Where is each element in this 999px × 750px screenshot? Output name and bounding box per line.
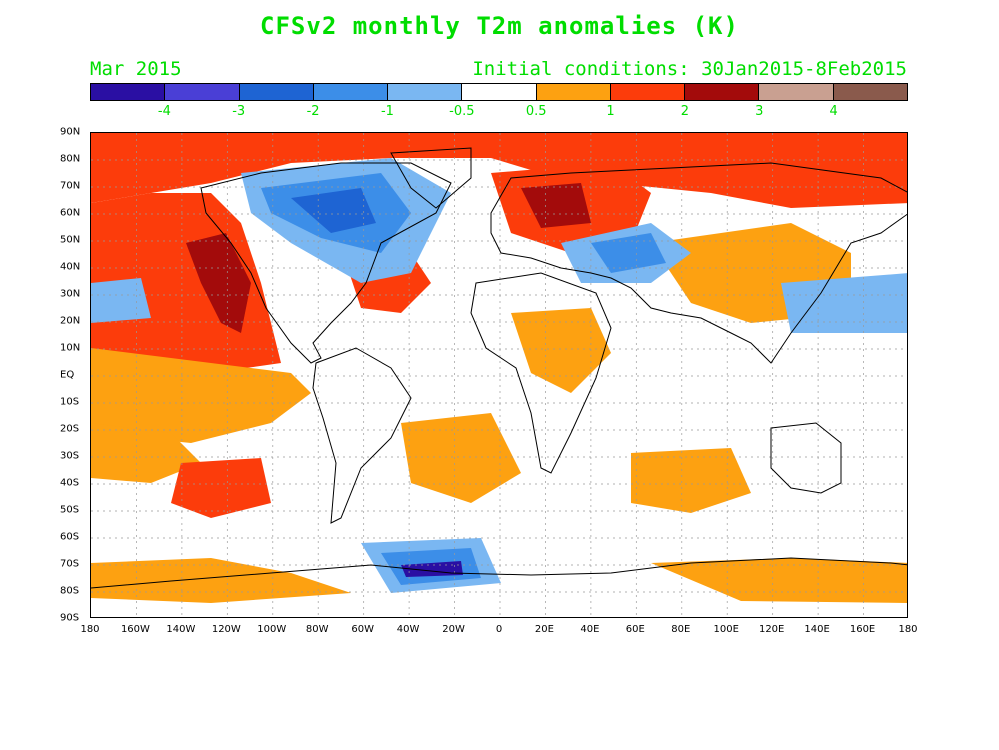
south-america-coast (312, 347, 412, 524)
colorbar-tick-label: 1 (606, 104, 615, 119)
map-title: CFSv2 monthly T2m anomalies (K) (260, 12, 739, 40)
colorbar-segment (91, 84, 166, 100)
latitude-tick-label: 50S (60, 504, 80, 516)
latitude-tick-label: 80N (60, 153, 81, 165)
colorbar-tick-label: -1 (380, 104, 394, 119)
colorbar (90, 83, 908, 101)
colorbar-segment (165, 84, 240, 100)
colorbar-segment (833, 84, 907, 100)
longitude-tick-label: 20W (442, 624, 465, 635)
colorbar-segment (536, 84, 611, 100)
greenland-coast (390, 147, 472, 209)
africa-orange (511, 308, 611, 393)
latitude-tick-label: EQ (60, 369, 75, 381)
latitude-tick-label: 80S (60, 585, 80, 597)
southern-ocean-orange (91, 558, 351, 603)
colorbar-tick-label: 2 (680, 104, 690, 119)
colorbar-segment (313, 84, 389, 100)
latitude-tick-label: 90S (60, 612, 80, 624)
eurasia-cold-core (591, 233, 666, 273)
latitude-tick-label: 70S (60, 558, 80, 570)
africa-coast (470, 272, 612, 474)
colorbar-tick-label: 0.5 (525, 104, 547, 119)
latitude-tick-label: 60S (60, 531, 80, 543)
latitude-tick-label: 20N (60, 315, 81, 327)
colorbar-tick-label: -4 (157, 104, 171, 119)
antarctic-orange-east (651, 558, 907, 603)
longitude-tick-label: 140E (804, 624, 830, 635)
longitude-tick-label: 40E (580, 624, 600, 635)
colorbar-segment (239, 84, 314, 100)
initial-conditions-label: Initial conditions: 30Jan2015-8Feb2015 (472, 58, 907, 80)
anomaly-map (90, 132, 908, 618)
south-atlantic-orange (401, 413, 521, 503)
north-pacific-west-cold (91, 278, 151, 323)
europe-darkred (521, 183, 591, 228)
colorbar-segment (610, 84, 686, 100)
longitude-tick-label: 120W (211, 624, 241, 635)
longitude-tick-label: 20E (534, 624, 554, 635)
colorbar-segment (759, 84, 834, 100)
colorbar-segment (462, 84, 537, 100)
longitude-tick-label: 60E (625, 624, 645, 635)
longitude-tick-label: 180 (80, 624, 100, 635)
anomaly-fields (91, 133, 907, 603)
forecast-month-label: Mar 2015 (90, 58, 182, 80)
longitude-tick-label: 100W (257, 624, 287, 635)
anomaly-map-svg (91, 133, 907, 617)
colorbar-tick-label: -3 (232, 104, 246, 119)
latitude-tick-label: 30S (60, 450, 80, 462)
colorbar-tick-label: 3 (755, 104, 764, 119)
longitude-tick-label: 60W (351, 624, 374, 635)
latitude-tick-label: 40S (60, 477, 80, 489)
latitude-tick-label: 10N (60, 342, 81, 354)
latitude-tick-label: 30N (60, 288, 81, 300)
colorbar-tick-label: -0.5 (449, 104, 475, 119)
latitude-tick-label: 70N (60, 180, 81, 192)
longitude-tick-label: 140W (166, 624, 196, 635)
arctic-warm-anomaly (91, 133, 907, 208)
south-indian-orange (631, 448, 751, 513)
coastlines (91, 147, 907, 589)
colorbar-segment (388, 84, 463, 100)
antarctica-coast (91, 557, 907, 589)
west-alaska-darkred (186, 233, 251, 333)
east-pacific-orange (91, 348, 311, 443)
lat-lon-grid (91, 133, 907, 617)
longitude-tick-label: 80E (671, 624, 691, 635)
eurasia-coast (490, 162, 907, 364)
longitude-tick-label: 160E (849, 624, 876, 635)
latitude-tick-label: 50N (60, 234, 81, 246)
longitude-tick-label: 100E (713, 624, 739, 635)
longitude-tick-label: 80W (305, 624, 329, 635)
latitude-tick-label: 40N (60, 261, 81, 273)
latitude-tick-label: 60N (60, 207, 81, 219)
south-pacific-red (171, 458, 271, 518)
north-america-coast (200, 162, 452, 364)
latitude-tick-label: 10S (60, 396, 80, 408)
longitude-tick-label: 120E (758, 624, 785, 635)
north-america-cold-deep (291, 188, 376, 233)
latitude-tick-label: 20S (60, 423, 80, 435)
longitude-tick-label: 160W (120, 624, 150, 635)
longitude-tick-label: 40W (396, 624, 420, 635)
australia-coast (770, 422, 842, 494)
longitude-tick-label: 180 (898, 624, 918, 635)
colorbar-segment (685, 84, 760, 100)
colorbar-tick-label: 4 (829, 104, 838, 119)
latitude-tick-label: 90N (60, 126, 81, 138)
west-pacific-cold (781, 273, 907, 333)
colorbar-tick-label: -2 (306, 104, 320, 119)
tropical-south-pacific-orange (91, 423, 201, 483)
longitude-tick-label: 0 (495, 624, 503, 635)
